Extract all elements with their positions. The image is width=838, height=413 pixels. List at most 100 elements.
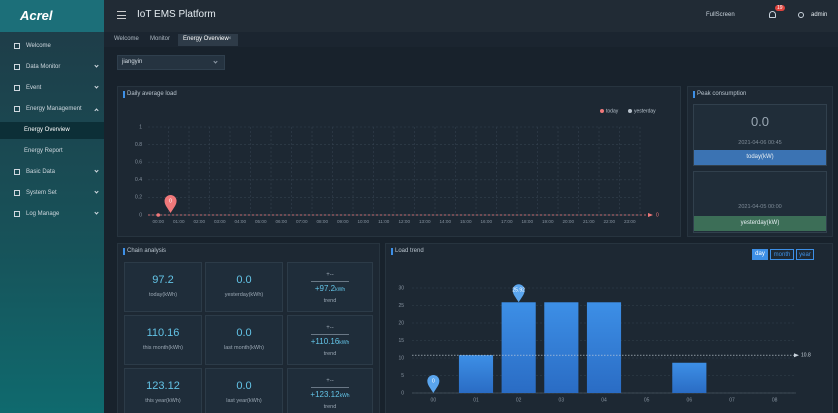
x-tick-label: 01:00 [173, 219, 185, 224]
chain-value: 0.0 [236, 380, 252, 392]
x-tick-label: 07 [729, 397, 735, 403]
y-tick-label: 1 [139, 124, 142, 130]
y-tick-label: 0.2 [135, 195, 142, 201]
x-tick-label: 10:00 [358, 219, 370, 224]
y-tick-label: 10 [398, 355, 404, 361]
x-tick-label: 16:00 [481, 219, 493, 224]
tab[interactable]: Monitor [150, 36, 171, 42]
chain-value: 0.0 [236, 274, 252, 286]
x-tick-label: 05:00 [255, 219, 267, 224]
x-tick-label: 13:00 [419, 219, 431, 224]
menu-item[interactable]: Data Monitor [26, 64, 61, 70]
menu-item[interactable]: Event [26, 85, 42, 91]
marker-pin [427, 375, 440, 393]
marker-label: 0 [169, 198, 172, 204]
logo-area [0, 0, 104, 32]
peak-label-bar: yesterday(kW) [694, 216, 826, 231]
chain-value: 123.12 [146, 380, 180, 392]
tab-bar [104, 32, 838, 47]
series-point [156, 213, 161, 217]
x-tick-label: 02:00 [194, 219, 206, 224]
chain-label: this month(kWh) [142, 345, 184, 351]
x-tick-label: 04 [601, 397, 607, 403]
marker-pin [164, 195, 177, 213]
peak-time: 2021-04-05 00:00 [738, 204, 782, 210]
chain-cell [287, 262, 373, 312]
x-tick-label: 17:00 [501, 219, 513, 224]
trend-value: +110.16kWh [287, 337, 373, 346]
x-tick-label: 18:00 [522, 219, 534, 224]
menu-item[interactable]: Basic Data [26, 169, 56, 175]
x-tick-label: 08:00 [317, 219, 329, 224]
period-button[interactable]: year [796, 249, 814, 260]
chain-label: today(kWh) [148, 292, 178, 298]
chain-cell [287, 315, 373, 365]
title-bar [391, 248, 393, 255]
menu-active [0, 122, 104, 139]
trend-rule [311, 281, 349, 282]
badge: 19 [775, 5, 785, 11]
panel [117, 86, 681, 237]
tab-active [178, 34, 238, 46]
trend-sign: +-- [326, 378, 334, 384]
title-bar [123, 91, 125, 98]
x-tick-label: 09:00 [337, 219, 349, 224]
x-tick-label: 06:00 [276, 219, 288, 224]
sidebar [0, 0, 104, 413]
tab-close: × [228, 36, 232, 42]
legend-dot [628, 109, 632, 113]
section-title: Chain analysis [127, 248, 167, 254]
x-tick-label: 23:00 [624, 219, 636, 224]
menu-item[interactable]: Energy Report [24, 148, 63, 154]
y-tick-label: 5 [401, 373, 404, 379]
x-tick-label: 15:00 [460, 219, 472, 224]
chain-cell [287, 368, 373, 413]
x-tick-label: 03 [559, 397, 565, 403]
x-tick-label: 06 [687, 397, 693, 403]
x-tick-label: 08 [772, 397, 778, 403]
trend-unit: kWh [335, 287, 346, 293]
y-tick-label: 20 [398, 320, 404, 326]
menu-icon [14, 211, 20, 217]
section-title: Daily average load [127, 91, 177, 97]
period-button[interactable]: month [770, 249, 794, 260]
fullscreen[interactable]: FullScreen [706, 12, 735, 18]
y-tick-label: 0.8 [135, 142, 142, 148]
user-name[interactable]: admin [811, 12, 828, 18]
chain-cell [124, 368, 202, 413]
menu-item[interactable]: Welcome [26, 43, 51, 49]
marker-label: 25.92 [512, 288, 525, 294]
x-tick-label: 05 [644, 397, 650, 403]
tab[interactable]: Welcome [114, 36, 139, 42]
trend-value: +97.2kWh [287, 284, 373, 293]
chain-value: 97.2 [152, 274, 174, 286]
peak-time: 2021-04-06 00:45 [738, 140, 782, 146]
chain-label: last month(kWh) [223, 345, 265, 351]
menu-icon-mid [117, 15, 126, 16]
section-title: Peak consumption [697, 91, 747, 97]
dropdown-text: jiangyin [122, 59, 143, 65]
bar [501, 302, 536, 393]
period-button[interactable]: day [752, 249, 768, 260]
title-bar [123, 248, 125, 255]
x-tick-label: 04:00 [235, 219, 247, 224]
chain-cell [205, 368, 283, 413]
x-tick-label: 07:00 [296, 219, 308, 224]
bar [458, 355, 494, 393]
menu-item[interactable]: Energy Management [26, 106, 82, 112]
chain-label: yesterday(kWh) [224, 292, 264, 298]
x-tick-label: 14:00 [440, 219, 452, 224]
menu-item[interactable]: System Set [26, 190, 57, 196]
menu-item[interactable]: Energy Overview [24, 127, 70, 133]
dropdown[interactable] [117, 55, 225, 70]
x-tick-label: 02 [516, 397, 522, 403]
header-bar [104, 0, 838, 32]
bell[interactable] [769, 11, 776, 18]
trend-value: +123.12kWh [287, 390, 373, 399]
trend-unit: kWh [339, 340, 350, 346]
menu-item[interactable]: Log Manage [26, 211, 60, 217]
tab[interactable]: Energy Overview [183, 36, 229, 42]
x-tick-label: 21:00 [583, 219, 595, 224]
chain-cell [205, 262, 283, 312]
